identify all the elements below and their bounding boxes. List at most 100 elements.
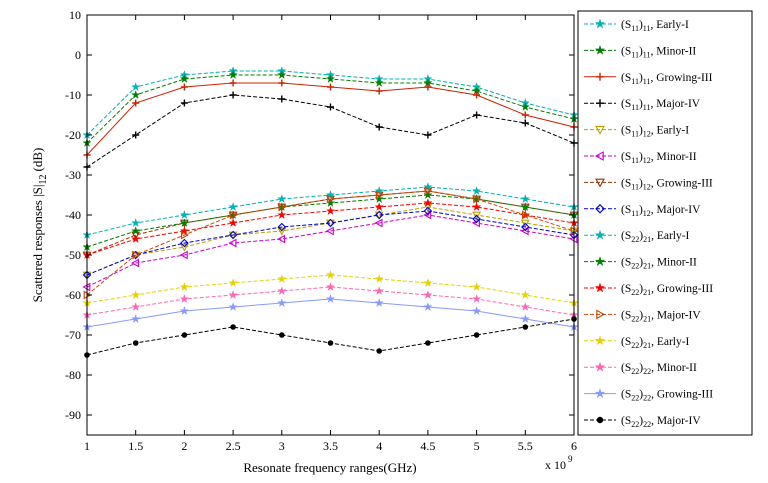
data-point — [179, 243, 189, 252]
data-point — [473, 194, 482, 204]
legend-stage: , Growing-III — [651, 389, 713, 401]
data-point — [228, 69, 238, 80]
y-tick-label: -80 — [65, 368, 81, 382]
data-point — [327, 194, 336, 204]
legend-idx: 21 — [643, 262, 651, 271]
legend-close: ) — [639, 257, 643, 269]
data-point — [424, 131, 432, 139]
x-tick-label: 2 — [181, 439, 187, 453]
legend-close: ) — [639, 309, 643, 321]
legend-marker — [596, 309, 606, 320]
y-tick-label: -90 — [65, 408, 81, 422]
data-point — [471, 281, 482, 292]
data-point — [522, 324, 529, 330]
legend-label: (S22)21, Minor-II — [621, 257, 697, 271]
y-tick-label: -70 — [65, 328, 81, 342]
y-tick-label: 0 — [75, 48, 81, 62]
data-point — [520, 219, 530, 228]
data-point — [277, 222, 287, 232]
data-point — [229, 91, 237, 99]
legend-open: (S — [621, 230, 631, 242]
legend-close: ) — [639, 19, 643, 31]
legend-close: ) — [639, 151, 643, 163]
legend-label: (S11)12, Minor-II — [621, 151, 697, 165]
data-point — [277, 297, 287, 308]
legend-entry: (S22)22, Growing-III — [584, 387, 713, 403]
legend-label: (S22)22, Growing-III — [621, 389, 713, 403]
legend-entry: (S11)11, Growing-III — [584, 72, 713, 86]
legend-idx: 21 — [643, 341, 651, 350]
series-8 — [82, 206, 579, 280]
legend-label: (S22)22, Major-IV — [621, 415, 701, 429]
data-point — [130, 289, 141, 300]
legend-sub: 11 — [631, 103, 639, 112]
data-point — [132, 340, 139, 346]
legend-entry: (S11)11, Major-IV — [584, 98, 701, 112]
legend-sub: 11 — [631, 24, 639, 33]
data-point — [325, 293, 336, 304]
data-point — [374, 201, 384, 212]
data-point — [132, 99, 140, 107]
data-point — [423, 301, 433, 312]
data-point — [325, 205, 336, 216]
legend-label: (S11)11, Early-I — [621, 19, 689, 33]
legend-label: (S11)12, Major-IV — [621, 204, 701, 218]
legend-marker — [596, 416, 604, 424]
legend-label: (S11)12, Growing-III — [621, 177, 713, 191]
data-point — [228, 217, 238, 228]
data-point — [130, 233, 141, 244]
data-point — [374, 273, 384, 284]
data-point — [423, 197, 433, 208]
legend-entry: (S22)22, Major-IV — [584, 415, 701, 429]
legend-stage: , Major-IV — [651, 204, 701, 216]
legend-idx: 22 — [643, 367, 651, 376]
x-tick-label: 6 — [571, 439, 577, 453]
legend-marker — [594, 229, 606, 240]
data-point — [327, 103, 334, 111]
data-point — [472, 214, 481, 224]
data-point — [325, 73, 336, 84]
legend-stage: , Early-I — [651, 336, 689, 348]
legend-sub: 22 — [631, 235, 639, 244]
data-point — [278, 79, 286, 87]
legend-marker — [595, 125, 605, 135]
data-point — [279, 332, 285, 338]
legend-close: ) — [639, 45, 643, 57]
data-point — [228, 238, 237, 248]
data-point — [327, 83, 334, 91]
x-multiplier-exponent: 9 — [568, 454, 573, 464]
data-point — [325, 281, 336, 292]
data-point — [228, 277, 238, 288]
legend-marker — [594, 151, 604, 161]
legend-idx: 22 — [643, 420, 651, 429]
x-tick-label: 4.5 — [420, 439, 435, 453]
series-3 — [83, 79, 578, 159]
legend-box — [577, 10, 753, 436]
data-point — [229, 210, 238, 220]
data-point — [423, 289, 433, 300]
data-point — [473, 111, 481, 119]
x-tick-label: 1.5 — [128, 439, 143, 453]
legend-sub: 22 — [631, 367, 639, 376]
legend-open: (S — [621, 415, 631, 427]
data-point — [326, 218, 335, 228]
data-point — [229, 79, 237, 87]
data-point — [520, 101, 531, 112]
legend-open: (S — [621, 336, 631, 348]
legend-open: (S — [621, 177, 631, 189]
data-point — [181, 332, 188, 338]
legend-stage: , Minor-II — [651, 362, 697, 374]
legend-close: ) — [639, 125, 643, 137]
legend-label: (S11)12, Early-I — [621, 125, 689, 139]
data-point — [327, 340, 334, 346]
legend-open: (S — [621, 98, 631, 110]
data-point — [374, 218, 383, 228]
legend-open: (S — [621, 362, 631, 374]
legend-entry: (S11)12, Minor-II — [584, 151, 697, 165]
y-axis-label-unit: (dB) — [30, 148, 45, 172]
data-point — [278, 202, 287, 212]
legend-entry: (S22)21, Major-IV — [584, 309, 701, 323]
y-tick-label: -20 — [65, 128, 81, 142]
data-point — [471, 305, 482, 316]
data-point — [277, 227, 287, 236]
